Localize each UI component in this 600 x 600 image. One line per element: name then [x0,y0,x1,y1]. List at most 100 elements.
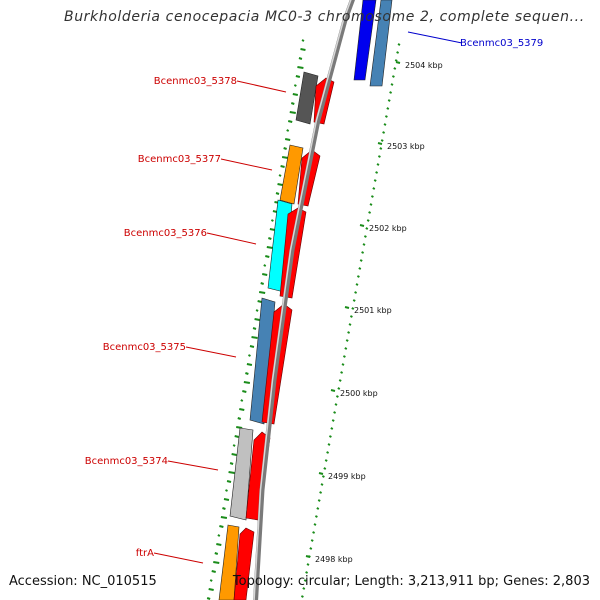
gc-dot [345,339,349,342]
forward-cds-arrow [233,527,255,600]
gc-content-dots-inner [300,43,401,598]
gc-dot [369,203,373,206]
accession-text: Accession: NC_010515 [9,574,157,589]
gene-label[interactable]: Bcenmc03_5379 [460,38,543,49]
gc-dot [383,123,387,126]
gc-dot [334,403,338,406]
gene-label[interactable]: ftrA [136,548,154,559]
gene-label[interactable]: Bcenmc03_5376 [124,228,207,239]
gc-dot [252,327,257,330]
tick-label: 2499 kbp [328,472,366,481]
gc-dot [298,57,303,60]
gc-dot [254,318,260,321]
gc-dot [237,417,242,420]
gc-dot [372,187,376,190]
gc-dot [265,255,270,258]
gc-dot [393,67,397,70]
gc-dot [356,275,360,278]
tick-label: 2502 kbp [369,224,407,233]
gc-dot [317,499,321,502]
leader-line [206,232,257,245]
gc-dot [324,459,328,462]
gc-dot [290,102,295,105]
tick-label: 2500 kbp [340,389,378,398]
gc-dot [249,345,255,348]
gc-dot [262,273,268,276]
gc-dot [206,597,211,600]
gc-dot [286,129,290,132]
gc-dot [217,534,221,537]
forward-cds-arrows [233,77,335,600]
gc-dot [376,163,380,166]
gc-dot [287,120,293,123]
gene-label[interactable]: Bcenmc03_5374 [85,456,168,467]
backbone-circle [253,0,355,600]
gc-dot [222,507,226,510]
gc-dot [255,309,259,312]
leader-line [220,158,273,171]
gc-dot [342,355,346,358]
gc-dot [266,246,273,249]
gc-dot [300,48,306,51]
gc-dot [243,381,251,384]
gc-dot [229,462,234,465]
gc-dot [319,491,323,494]
gc-dot [314,515,318,518]
gc-dot [301,39,305,42]
gc-dot [363,235,367,238]
gc-dot [306,563,310,566]
leader-line [167,460,219,471]
gc-dot [283,147,287,150]
gc-dot [366,219,370,222]
gc-dot [377,155,381,158]
gc-dot [320,483,324,486]
gc-dot [300,595,304,598]
gc-dot [327,443,331,446]
gc-dot [270,219,274,222]
tick-label: 2498 kbp [315,555,353,564]
gc-dot [348,323,352,326]
gene-block-Bcenmc03_5377 [279,144,304,205]
gc-dot [277,183,283,186]
gc-dot [362,243,366,246]
gc-dot [239,408,245,411]
gc-dot [349,315,353,318]
gene-block-Bcenmc03_5379 [353,0,377,81]
gc-dot [355,283,359,286]
gc-dot [269,228,276,231]
tick-mark [305,555,311,558]
gc-dot [295,75,301,78]
gc-dot [359,259,363,262]
gc-dot [292,93,299,96]
tick-label: 2503 kbp [387,142,425,151]
gc-dot [268,237,272,240]
gc-dot [242,390,247,393]
gc-dot [211,570,216,573]
gc-dot [284,138,291,141]
gene-label[interactable]: Bcenmc03_5377 [138,154,221,165]
leader-line [153,552,204,564]
gc-dot [305,571,309,574]
gene-blocks [218,0,393,600]
gc-dot [275,192,280,195]
gc-dot [375,171,379,174]
leader-line [407,31,463,44]
gene-labels: Bcenmc03_5379 Bcenmc03_5378 Bcenmc03_5377 B… [85,31,543,564]
gc-dot [328,435,332,438]
gc-dot [352,299,356,302]
gc-dot [289,111,296,114]
leader-line [185,346,237,358]
gene-block-Bcenmc03_5375 [249,297,276,425]
gene-label[interactable]: Bcenmc03_5378 [154,76,237,87]
gc-dot [248,354,251,357]
gc-dot [313,523,317,526]
gc-dot [397,43,401,46]
tick-mark [330,389,336,392]
gc-dot [391,75,395,78]
gc-dot [257,300,262,303]
gc-dot [236,426,243,429]
backbone-circle-highlight [253,0,352,600]
gene-label[interactable]: Bcenmc03_5375 [103,342,186,353]
gc-dot [384,115,388,118]
